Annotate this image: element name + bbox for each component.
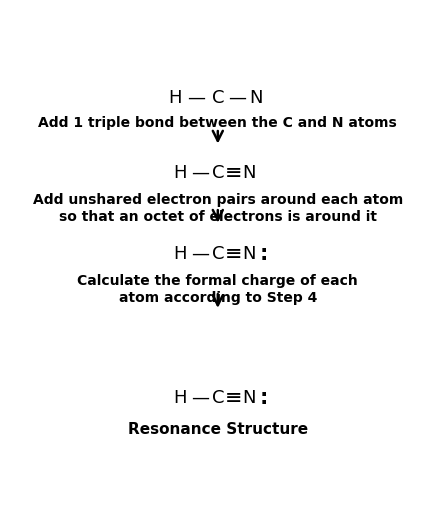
Text: C: C [212, 164, 224, 182]
Text: :: : [260, 388, 268, 408]
Text: N: N [242, 164, 256, 182]
Text: C: C [212, 89, 224, 107]
Text: Resonance Structure: Resonance Structure [128, 422, 308, 437]
Text: C: C [212, 245, 224, 263]
Text: N: N [242, 245, 256, 263]
Text: C: C [212, 389, 224, 407]
Text: ≡: ≡ [225, 163, 242, 183]
Text: so that an octet of electrons is around it: so that an octet of electrons is around … [59, 210, 377, 224]
Text: :: : [260, 244, 268, 264]
Text: —: — [191, 164, 209, 182]
Text: Add unshared electron pairs around each atom: Add unshared electron pairs around each … [33, 193, 403, 207]
Text: —: — [228, 89, 246, 107]
Text: —: — [191, 245, 209, 263]
Text: —: — [187, 89, 205, 107]
Text: —: — [191, 389, 209, 407]
Text: Calculate the formal charge of each: Calculate the formal charge of each [77, 274, 358, 288]
Text: N: N [249, 89, 263, 107]
Text: atom according to Step 4: atom according to Step 4 [119, 291, 317, 305]
Text: H: H [173, 389, 187, 407]
Text: N: N [242, 389, 256, 407]
Text: H: H [173, 164, 187, 182]
Text: ≡: ≡ [225, 244, 242, 264]
Text: Add 1 triple bond between the C and N atoms: Add 1 triple bond between the C and N at… [38, 116, 397, 130]
Text: ≡: ≡ [225, 388, 242, 408]
Text: H: H [168, 89, 182, 107]
Text: H: H [173, 245, 187, 263]
